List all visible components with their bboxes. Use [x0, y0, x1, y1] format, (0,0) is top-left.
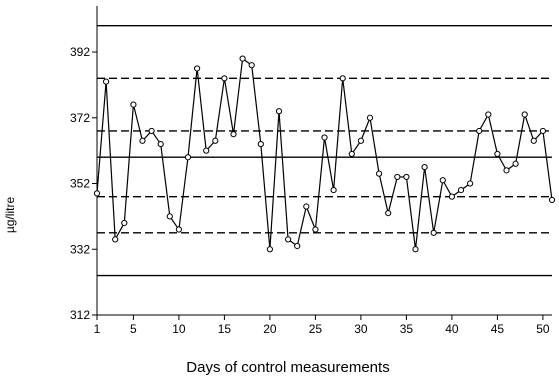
x-tick-label-25: 25 [309, 322, 323, 336]
data-point-9 [166, 213, 173, 220]
data-point-37 [421, 163, 428, 171]
data-point-34 [394, 173, 401, 181]
data-point-2 [103, 78, 110, 85]
data-point-6 [139, 137, 146, 144]
data-point-11 [184, 154, 192, 161]
data-point-13 [203, 147, 210, 154]
data-point-16 [230, 131, 237, 138]
data-point-46 [503, 167, 510, 174]
x-axis-ticks: 1 5 10 15 20 25 30 35 40 45 50 [94, 315, 550, 336]
data-point-47 [512, 160, 519, 167]
y-tick-label-312: 312 [70, 308, 90, 322]
data-point-23 [294, 242, 301, 250]
measurement-series [93, 55, 556, 253]
data-point-28 [339, 75, 346, 82]
data-point-10 [175, 226, 182, 233]
data-point-40 [448, 193, 455, 200]
data-point-42 [467, 180, 474, 187]
data-point-48 [521, 111, 528, 118]
data-point-32 [376, 170, 383, 177]
data-point-44 [485, 111, 492, 118]
data-point-31 [366, 114, 374, 121]
data-point-3 [112, 236, 119, 243]
x-tick-label-45: 45 [491, 322, 505, 336]
data-point-20 [266, 246, 273, 253]
data-point-49 [530, 137, 537, 144]
y-tick-label-352: 352 [70, 177, 90, 191]
y-axis-ticks: 312 332 352 372 392 [70, 45, 97, 322]
y-axis-title: µg/litre [3, 197, 17, 234]
x-tick-label-35: 35 [400, 322, 414, 336]
x-axis-title: Days of control measurements [186, 359, 389, 376]
x-tick-label-20: 20 [263, 322, 277, 336]
x-tick-label-5: 5 [130, 322, 137, 336]
data-point-38 [430, 229, 437, 236]
data-point-19 [257, 140, 264, 148]
data-point-36 [412, 246, 419, 253]
data-point-45 [494, 150, 501, 158]
plot-frame-group [96, 6, 552, 316]
data-point-22 [285, 236, 292, 243]
data-point-7 [148, 127, 155, 135]
data-point-50 [539, 127, 547, 135]
x-tick-label-50: 50 [536, 322, 550, 336]
data-point-8 [157, 140, 164, 148]
data-point-15 [221, 75, 228, 82]
control-limit-lines [97, 25, 552, 277]
data-point-30 [357, 137, 364, 144]
data-point-17 [239, 55, 246, 62]
data-point-51 [548, 196, 556, 204]
data-point-4 [121, 219, 128, 227]
data-point-24 [303, 203, 310, 210]
y-tick-label-332: 332 [70, 242, 90, 256]
data-point-25 [312, 226, 319, 233]
x-tick-label-40: 40 [445, 322, 459, 336]
data-point-41 [457, 186, 465, 194]
x-tick-label-1: 1 [94, 322, 101, 336]
y-tick-label-392: 392 [70, 45, 90, 59]
y-tick-label-372: 372 [70, 111, 90, 125]
data-point-43 [476, 127, 483, 135]
data-point-35 [403, 173, 410, 181]
data-point-27 [330, 186, 337, 194]
data-point-1 [93, 190, 101, 197]
x-tick-label-15: 15 [218, 322, 232, 336]
series-line [96, 57, 553, 250]
x-tick-label-10: 10 [172, 322, 186, 336]
data-point-5 [130, 101, 137, 108]
data-point-12 [194, 65, 201, 72]
data-point-14 [212, 137, 219, 144]
data-point-29 [348, 150, 355, 158]
data-point-26 [321, 134, 328, 141]
data-point-21 [275, 108, 283, 115]
data-point-18 [248, 62, 255, 69]
data-point-33 [385, 209, 392, 217]
x-tick-label-30: 30 [354, 322, 368, 336]
data-point-39 [439, 177, 446, 184]
